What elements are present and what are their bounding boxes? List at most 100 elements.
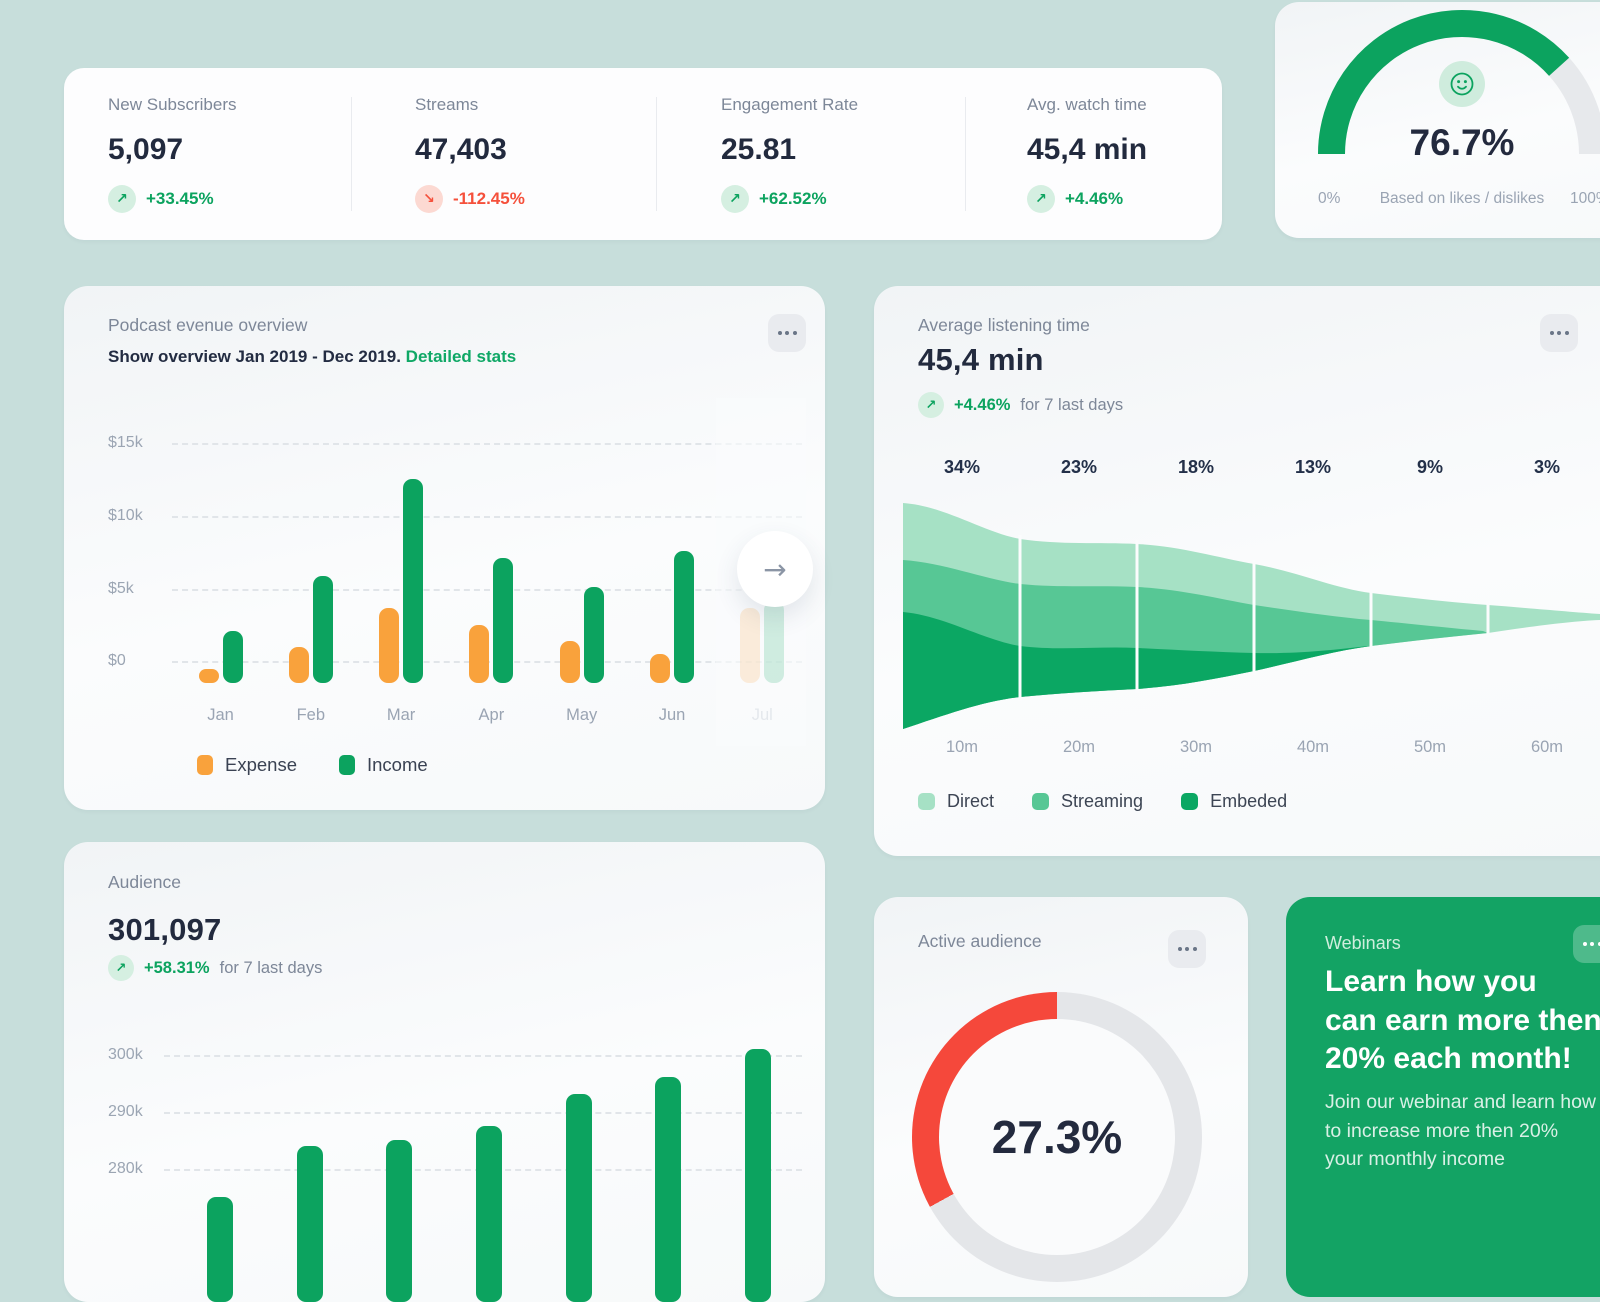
audience-bar xyxy=(655,1077,682,1302)
gridline xyxy=(172,588,802,591)
trend-up-icon: ↗ xyxy=(721,185,749,213)
audience-value: 301,097 xyxy=(108,912,222,947)
funnel-legend: Direct Streaming Embeded xyxy=(918,791,1287,812)
bar-expense xyxy=(288,647,309,683)
trend-down-icon: ↘ xyxy=(415,185,443,213)
satisfaction-gauge-card: 76.7% 0% Based on likes / dislikes 100% xyxy=(1275,2,1600,238)
body-line: Join our webinar and learn how xyxy=(1325,1091,1597,1113)
bar-income xyxy=(583,586,604,683)
stat-label: Avg. watch time xyxy=(1027,95,1147,114)
funnel-dividers xyxy=(1018,535,1490,701)
y-axis-label: $5k xyxy=(108,579,134,597)
next-period-button[interactable]: → xyxy=(737,531,813,607)
legend-item-embeded[interactable]: Embeded xyxy=(1181,791,1287,812)
body-line: to increase more then 20% xyxy=(1325,1119,1559,1142)
revenue-card-title: Podcast evenue overview xyxy=(108,315,308,335)
stat-value: 47,403 xyxy=(415,133,507,166)
x-axis-label: Feb xyxy=(296,706,326,724)
x-axis-label: 50m xyxy=(1413,738,1447,756)
more-menu-button[interactable] xyxy=(768,314,806,352)
gauge-max-label: 100% xyxy=(1570,190,1600,207)
legend-swatch xyxy=(918,793,935,810)
legend-swatch xyxy=(197,755,213,775)
active-audience-donut: 27.3% xyxy=(912,992,1202,1282)
revenue-subtitle-text: Show overview Jan 2019 - Dec 2019. xyxy=(108,347,401,366)
legend-item-income[interactable]: Income xyxy=(339,754,428,776)
bar-income xyxy=(403,478,424,683)
legend-label: Direct xyxy=(947,791,995,811)
revenue-subtitle: Show overview Jan 2019 - Dec 2019. Detai… xyxy=(108,347,516,367)
stat-label: Streams xyxy=(415,95,479,114)
x-axis-label: Jan xyxy=(207,706,234,724)
gridline xyxy=(164,1054,802,1057)
gridline xyxy=(172,516,802,519)
stat-value: 25.81 xyxy=(721,133,797,166)
bar-group-feb xyxy=(288,576,333,683)
stat-column-avg-watch-time: Avg. watch time 45,4 min ↗ +4.46% xyxy=(965,95,1222,213)
funnel-percent-label: 3% xyxy=(1533,457,1561,477)
legend-swatch xyxy=(1032,793,1050,810)
x-axis-label: 60m xyxy=(1530,738,1564,756)
funnel-percent-label: 9% xyxy=(1416,457,1444,477)
gauge-arc xyxy=(1318,10,1600,155)
smiley-icon xyxy=(1439,61,1485,107)
more-menu-button[interactable] xyxy=(1573,925,1600,963)
legend-swatch xyxy=(1181,793,1199,810)
stat-label: New Subscribers xyxy=(108,95,237,114)
more-menu-button[interactable] xyxy=(1540,314,1578,352)
legend-label: Expense xyxy=(225,754,297,775)
x-axis-label: May xyxy=(566,706,598,724)
x-axis-label: Jun xyxy=(658,706,686,724)
listening-value: 45,4 min xyxy=(918,342,1044,377)
stat-column-new-subscribers: New Subscribers 5,097 ↗ +33.45% xyxy=(64,95,351,213)
change-value: +58.31% xyxy=(144,958,210,977)
stat-label: Engagement Rate xyxy=(721,95,859,114)
legend-item-expense[interactable]: Expense xyxy=(197,754,297,776)
podcast-revenue-card: Podcast evenue overview Show overview Ja… xyxy=(64,286,825,810)
audience-bar xyxy=(207,1197,233,1302)
x-axis-label: 10m xyxy=(945,738,979,756)
change-value: -112.45% xyxy=(453,189,525,208)
change-value: +33.45% xyxy=(146,189,214,208)
stat-change-badge: ↗ +62.52% xyxy=(721,185,965,213)
more-menu-button[interactable] xyxy=(1168,930,1206,968)
change-suffix: for 7 last days xyxy=(219,958,323,977)
body-line: your monthly income xyxy=(1325,1148,1505,1170)
audience-bar xyxy=(565,1094,592,1302)
x-axis-label: 40m xyxy=(1296,738,1330,756)
audience-card-title: Audience xyxy=(108,872,181,892)
gridline xyxy=(164,1111,802,1114)
gauge-min-label: 0% xyxy=(1318,190,1341,207)
legend-label: Streaming xyxy=(1061,791,1144,811)
webinar-body-text: Join our webinar and learn how to increas… xyxy=(1325,1088,1596,1174)
stat-change-badge: ↗ +4.46% xyxy=(1027,185,1222,213)
change-suffix: for 7 last days xyxy=(1020,395,1124,414)
x-axis-label: 30m xyxy=(1179,738,1213,756)
bar-expense xyxy=(198,668,219,683)
stat-change-badge: ↘ -112.45% xyxy=(415,185,656,213)
legend-label: Income xyxy=(367,754,428,775)
bar-income xyxy=(674,550,694,683)
detailed-stats-link[interactable]: Detailed stats xyxy=(405,347,517,366)
y-axis-label: $10k xyxy=(108,507,143,525)
revenue-legend: Expense Income xyxy=(197,754,428,776)
legend-item-streaming[interactable]: Streaming xyxy=(1032,791,1143,812)
active-audience-card: Active audience 27.3% xyxy=(874,897,1248,1297)
audience-card: Audience 301,097 ↗ +58.31% for 7 last da… xyxy=(64,842,825,1302)
heading-line: Learn how you xyxy=(1325,965,1537,998)
y-axis-label: 300k xyxy=(108,1045,143,1063)
listening-change-badge: ↗ +4.46% for 7 last days xyxy=(918,392,1123,418)
bar-expense xyxy=(469,625,490,683)
bar-expense xyxy=(650,654,670,683)
y-axis-label: 280k xyxy=(108,1159,143,1177)
bar-group-jan xyxy=(198,631,243,683)
trend-up-icon: ↗ xyxy=(918,392,944,418)
stat-value: 5,097 xyxy=(108,133,184,166)
x-axis-label: 20m xyxy=(1062,738,1096,756)
y-axis-label: $0 xyxy=(108,652,126,670)
legend-item-direct[interactable]: Direct xyxy=(918,791,994,812)
gridline xyxy=(172,443,802,446)
x-axis-label: Apr xyxy=(478,706,505,724)
y-axis-label: $15k xyxy=(108,434,143,452)
legend-swatch xyxy=(339,755,355,775)
